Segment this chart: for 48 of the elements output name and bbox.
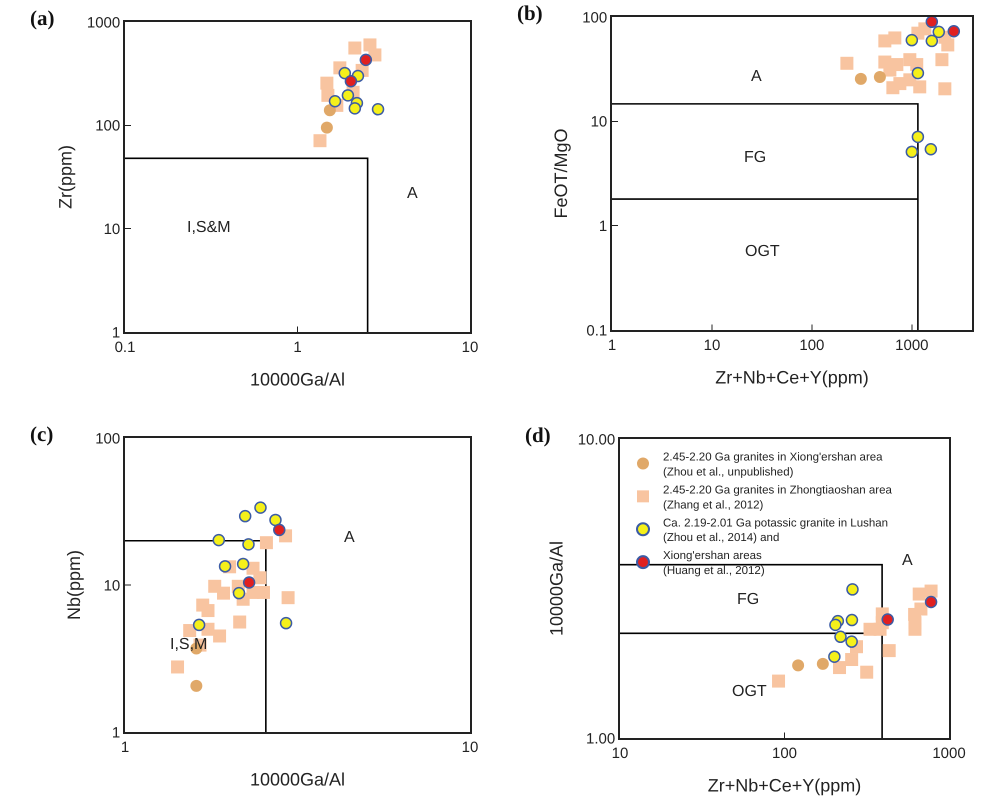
y-tick-label: 1.00 xyxy=(586,730,616,748)
chart-title: (b) xyxy=(517,1,543,25)
y-axis-title: FeOT/MgO xyxy=(550,128,571,219)
y-tick-label: 100 xyxy=(95,118,120,135)
chart-title: (d) xyxy=(525,423,551,447)
y-axis-title: Nb(ppm) xyxy=(64,550,84,620)
y-axis-title: 10000Ga/Al xyxy=(546,540,566,636)
annotation: FG xyxy=(744,149,766,166)
annotation: A xyxy=(751,68,762,85)
chart-title: (c) xyxy=(30,422,54,446)
x-tick-label: 10 xyxy=(612,744,628,762)
x-axis-title: Zr+Nb+Ce+Y(ppm) xyxy=(708,775,862,796)
annotation: FG xyxy=(737,591,760,608)
annotation: A xyxy=(407,185,418,202)
x-tick-label: 1000 xyxy=(895,336,929,354)
x-tick-label: 1000 xyxy=(932,744,966,762)
y-tick-label: 1 xyxy=(598,218,608,235)
legend-label: 2.45-2.20 Ga granites in Zhongtiaoshan area (Zhang et al., 2012) xyxy=(663,484,892,512)
annotation: I,S,M xyxy=(170,636,208,653)
x-tick-label: 100 xyxy=(799,336,824,354)
annotation: A xyxy=(902,552,913,569)
y-tick-label: 10.00 xyxy=(578,431,616,448)
chart-title: (a) xyxy=(30,6,54,30)
x-axis-title: 10000Ga/Al xyxy=(250,769,346,790)
x-axis-title: 10000Ga/Al xyxy=(250,369,346,390)
y-tick-label: 1000 xyxy=(86,14,120,32)
y-tick-label: 1 xyxy=(112,324,120,342)
x-tick-label: 100 xyxy=(772,744,798,762)
x-axis-title: Zr+Nb+Ce+Y(ppm) xyxy=(715,367,869,388)
y-tick-label: 1 xyxy=(112,724,120,742)
y-axis-title: Zr(ppm) xyxy=(56,145,76,209)
y-tick-label: 10 xyxy=(104,577,120,594)
x-tick-label: 10 xyxy=(462,738,478,756)
y-tick-label: 100 xyxy=(95,430,120,448)
y-tick-label: 10 xyxy=(590,114,608,131)
y-tick-label: 10 xyxy=(104,220,120,238)
x-tick-label: 10 xyxy=(704,336,720,354)
y-tick-label: 100 xyxy=(582,9,608,26)
x-tick-label: 10 xyxy=(462,338,478,356)
legend-label: Ca. 2.19-2.01 Ga potassic granite in Lushan (Zhou et al., 2014) and xyxy=(663,517,888,544)
y-tick-label: 0.1 xyxy=(586,322,608,340)
annotation: OGT xyxy=(745,243,780,260)
legend-label: Xiong'ershan areas (Huang et al., 2012) xyxy=(663,550,765,578)
annotation: A xyxy=(344,529,355,546)
legend-label: 2.45-2.20 Ga granites in Xiong'ershan area (Zhou et al., unpublished) xyxy=(663,451,884,478)
annotation: OGT xyxy=(732,683,767,700)
x-tick-label: 1 xyxy=(293,338,302,356)
annotation: I,S&M xyxy=(187,219,231,236)
